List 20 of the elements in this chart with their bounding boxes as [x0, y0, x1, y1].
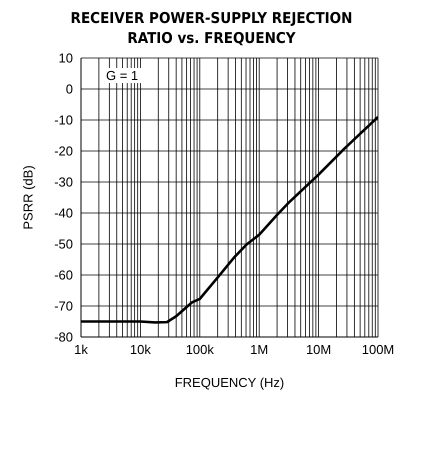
y-tick-label: -70	[54, 298, 73, 314]
y-tick-label: -20	[54, 144, 73, 159]
x-axis-title: FREQUENCY (Hz)	[174, 375, 284, 390]
y-tick-label: 10	[58, 50, 73, 66]
y-tick-label: 0	[66, 82, 73, 97]
y-tick-label: -80	[54, 330, 73, 345]
x-tick-label: 1M	[250, 342, 268, 358]
x-tick-label: 100k	[186, 342, 214, 358]
chart-title: RECEIVER POWER-SUPPLY REJECTION RATIO vs. FREQUENCY	[70, 8, 354, 48]
y-tick-label: -40	[54, 206, 73, 221]
y-tick-label: -60	[54, 268, 73, 283]
y-tick-label: -10	[54, 112, 73, 128]
annotation: G = 1	[103, 68, 142, 83]
x-tick-label: 100M	[362, 342, 394, 358]
y-tick-label: -30	[54, 174, 73, 190]
x-tick-label: 10k	[130, 342, 152, 358]
y-axis-title: PSRR (dB)	[20, 165, 36, 230]
y-tick-label: -50	[54, 236, 73, 252]
x-tick-label: 10M	[306, 342, 332, 358]
x-tick-label: 1k	[74, 342, 88, 358]
